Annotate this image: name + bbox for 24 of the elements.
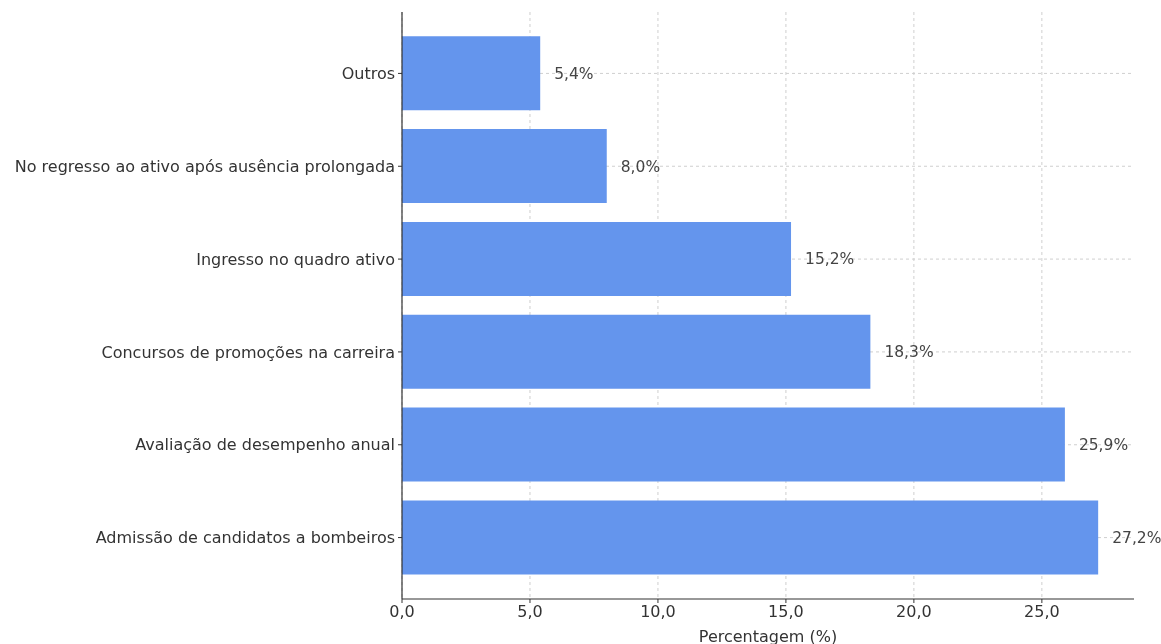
y-tick-label: Outros [341, 64, 395, 84]
y-tick-label: Ingresso no quadro ativo [196, 249, 395, 269]
bar [402, 500, 1099, 575]
data-label: 8,0% [620, 157, 661, 176]
bar [402, 36, 541, 111]
data-label: 5,4% [554, 64, 594, 83]
x-tick-label: 15,0 [768, 602, 804, 622]
data-label: 18,3% [884, 343, 934, 362]
y-tick-label: Avaliação de desempenho anual [135, 435, 395, 455]
y-tick-label: Admissão de candidatos a bombeiros [95, 528, 395, 548]
x-tick-label: 5,0 [517, 602, 543, 622]
data-label: 27,2% [1112, 528, 1161, 547]
x-tick-label: 20,0 [896, 602, 932, 622]
y-tick-label: No regresso ao ativo após ausência prolongada [14, 156, 395, 176]
x-tick-label: 10,0 [640, 602, 676, 622]
y-tick-label: Concursos de promoções na carreira [101, 342, 395, 362]
bar [402, 221, 792, 296]
bar [402, 407, 1065, 482]
bar [402, 314, 871, 389]
data-label: 15,2% [805, 250, 855, 269]
data-label: 25,9% [1078, 436, 1129, 455]
bar [402, 129, 607, 204]
x-tick-label: 0,0 [389, 602, 415, 622]
x-tick-label: 25,0 [1024, 602, 1060, 622]
